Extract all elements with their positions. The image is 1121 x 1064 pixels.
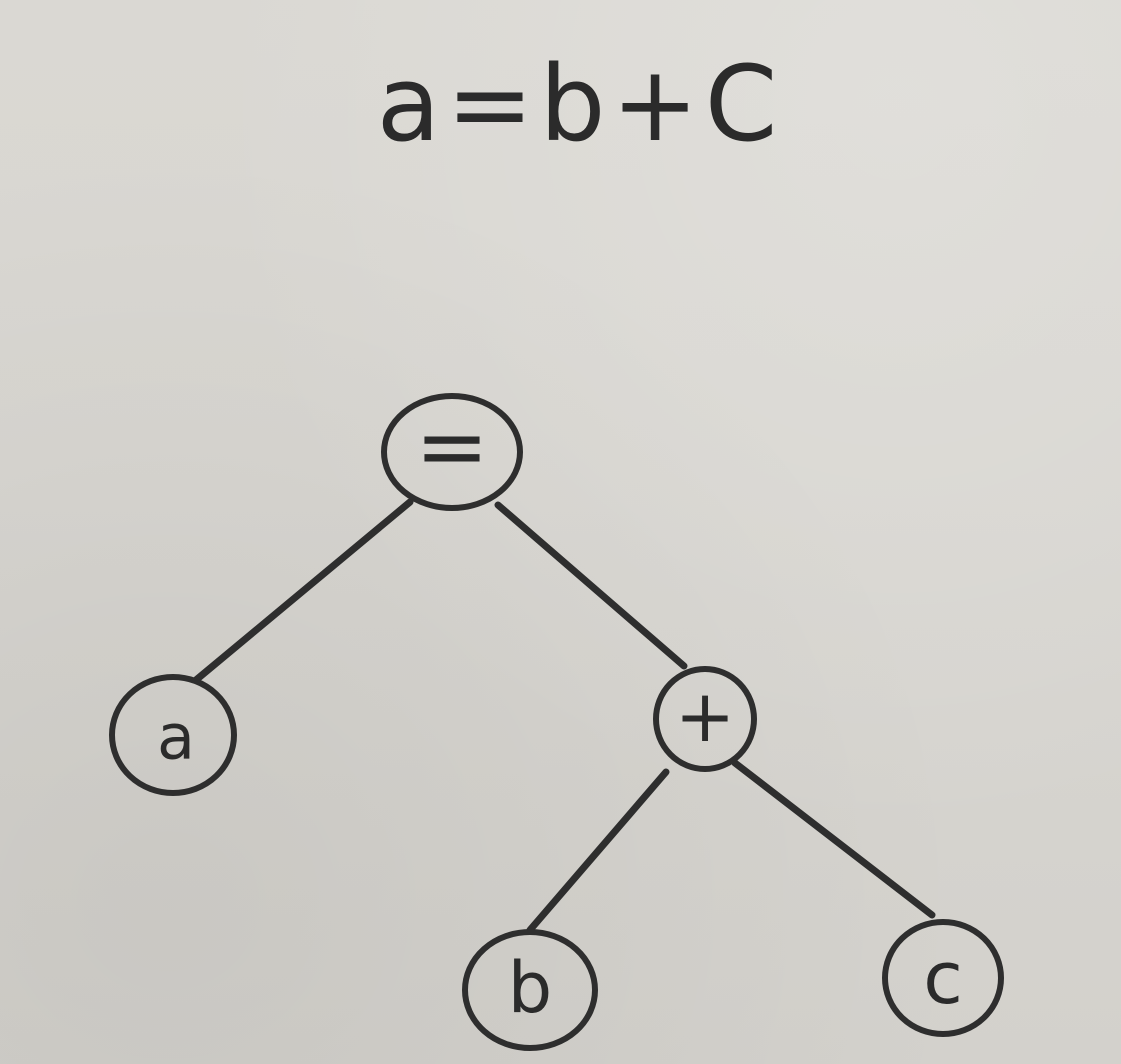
node-equals: =	[381, 393, 523, 511]
node-c-ring	[882, 919, 1004, 1037]
node-a-label: a	[157, 701, 195, 774]
node-c: c	[882, 919, 1004, 1037]
edge-equals-to-plus	[494, 501, 688, 670]
node-c-label: c	[923, 936, 963, 1020]
expression-title: a=b+C	[376, 43, 784, 165]
node-plus: +	[653, 666, 757, 772]
node-a-ring	[109, 674, 237, 796]
node-b-ring	[462, 929, 598, 1051]
node-b-label: b	[508, 947, 552, 1029]
node-equals-label: =	[415, 395, 489, 498]
node-plus-ring	[653, 666, 757, 772]
edge-equals-to-a	[192, 498, 414, 684]
node-b: b	[462, 929, 598, 1051]
node-equals-ring	[381, 393, 523, 511]
node-plus-label: +	[675, 674, 735, 758]
edge-plus-to-b	[526, 768, 670, 934]
edge-plus-to-c	[731, 759, 936, 919]
node-a: a	[109, 674, 237, 796]
